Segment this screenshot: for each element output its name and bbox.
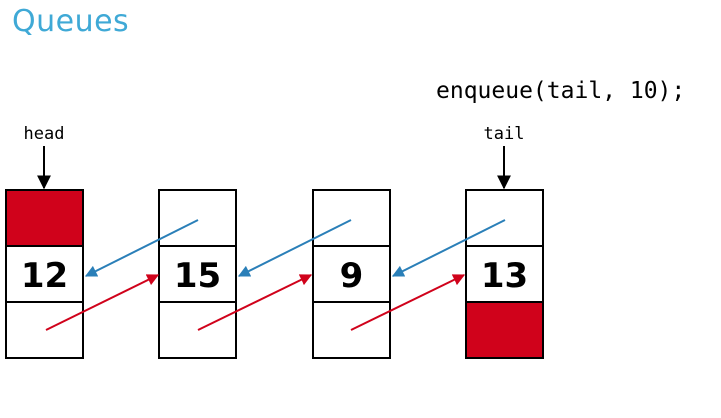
next-pointer-cell [312,301,391,359]
prev-pointer-cell [158,189,237,247]
node-value: 13 [481,256,528,296]
value-cell [5,245,84,303]
head-label: head [24,124,65,144]
code-statement: enqueue(tail, 10); [436,78,686,104]
next-link-arrow [350,274,466,331]
queue-node: 15 [158,189,237,359]
next-pointer-cell [158,301,237,359]
next-link-arrow [197,274,313,331]
next-link-arrow [45,274,160,331]
prev-pointer-cell [465,189,544,247]
page-title: Queues [12,4,130,39]
prev-link-arrow [237,219,352,277]
prev-pointer-cell [5,189,84,247]
next-pointer-cell [465,301,544,359]
prev-pointer-cell [312,189,391,247]
value-cell [312,245,391,303]
queue-node: 13 [465,189,544,359]
node-value: 12 [21,256,68,296]
prev-link-arrow [84,219,199,277]
queue-node: 9 [312,189,391,359]
node-value: 9 [340,256,364,296]
prev-link-arrow [391,219,506,277]
queue-node: 12 [5,189,84,359]
node-value: 15 [174,256,221,296]
next-pointer-cell [5,301,84,359]
tail-label: tail [484,124,525,144]
